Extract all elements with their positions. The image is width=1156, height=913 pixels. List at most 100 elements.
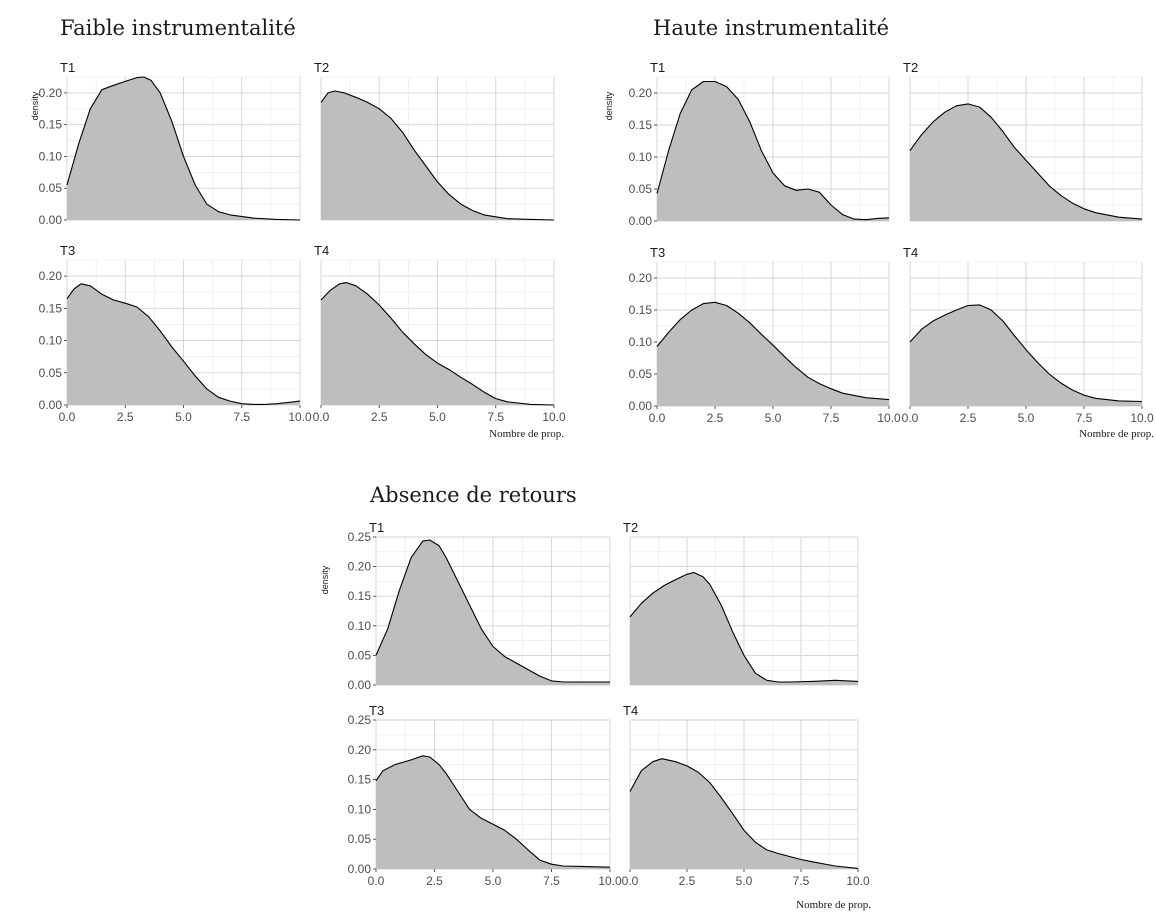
x-tick-label: 7.5 (233, 410, 250, 424)
group-title: Haute instrumentalité (653, 16, 889, 40)
y-tick-label: 0.15 (39, 118, 63, 132)
y-tick-label: 0.20 (629, 86, 653, 100)
density-line (375, 755, 611, 868)
panel-t3: T3 0.00 0.05 0.10 0.15 0.20 0.25 0.0 2.5 5.0 7.5 10… (348, 703, 622, 888)
y-tick-label: 0.20 (39, 269, 63, 283)
density-area (67, 283, 300, 405)
density-area (321, 91, 554, 220)
y-tick-label: 0.15 (629, 118, 653, 132)
panel-t3: T3 0.00 0.05 0.10 0.15 0.20 0.0 2.5 5.0 7.5 10.0 (629, 245, 901, 425)
y-tick-label: 0.20 (39, 86, 63, 100)
y-axis-label: density (604, 91, 614, 120)
density-area (321, 282, 554, 405)
x-axis-label: Nombre de prop. (489, 428, 564, 440)
group-title: Faible instrumentalité (60, 16, 296, 40)
panel-t4: T4 0.0 2.5 5.0 7.5 10.0 (313, 243, 566, 424)
y-tick-label: 0.00 (348, 862, 372, 876)
y-tick-label: 0.05 (348, 648, 372, 662)
y-tick-label: 0.05 (39, 366, 63, 380)
panel-label: T4 (903, 245, 918, 260)
density-area (630, 758, 858, 869)
density-area (67, 77, 300, 220)
x-tick-label: 7.5 (1076, 411, 1093, 425)
panel-t1: T1 0.00 0.05 0.10 0.15 0.20 0.25 (348, 520, 611, 692)
facet-group-1: Faible instrumentalité density Nombre de p… (30, 16, 566, 440)
y-tick-label: 0.00 (629, 214, 653, 228)
density-line (629, 758, 859, 869)
y-tick-label: 0.10 (39, 334, 63, 348)
y-tick-label: 0.05 (348, 832, 372, 846)
panel-label: T1 (369, 520, 384, 535)
density-line (66, 76, 301, 221)
density-line (375, 539, 610, 683)
y-tick-label: 0.05 (629, 367, 653, 381)
y-tick-label: 0.25 (348, 530, 372, 544)
y-tick-label: 0.10 (348, 802, 372, 816)
panel-label: T4 (623, 703, 638, 718)
x-tick-label: 10.0 (1130, 411, 1154, 425)
x-tick-label: 2.5 (117, 410, 134, 424)
y-tick-label: 0.00 (629, 399, 653, 413)
density-line (320, 90, 555, 221)
density-line (909, 304, 1143, 403)
density-line (629, 571, 859, 683)
panel-label: T3 (60, 243, 75, 258)
x-tick-label: 10.0 (542, 410, 566, 424)
density-area (376, 755, 610, 869)
panel-t2: T2 (314, 60, 555, 221)
x-tick-label: 0.0 (59, 410, 76, 424)
y-axis-label: density (320, 565, 330, 594)
x-axis-label: Nombre de prop. (796, 899, 871, 911)
x-tick-label: 10.0 (288, 410, 312, 424)
x-tick-label: 5.0 (736, 874, 753, 888)
panel-label: T1 (650, 60, 665, 75)
x-tick-label: 10.0 (598, 874, 622, 888)
y-tick-label: 0.05 (629, 182, 653, 196)
panel-t3: T3 0.00 0.05 0.10 0.15 0.20 0.0 2.5 5.0 7.5 10.0 (39, 243, 312, 424)
y-tick-label: 0.20 (348, 743, 372, 757)
x-tick-label: 2.5 (371, 410, 388, 424)
x-tick-label: 7.5 (793, 874, 810, 888)
x-tick-label: 5.0 (429, 410, 446, 424)
y-tick-label: 0.15 (348, 773, 372, 787)
panel-t1: T1 0.00 0.05 0.10 0.15 0.20 (629, 60, 890, 228)
panel-t4: T4 0.0 2.5 5.0 7.5 10.0 (902, 245, 1154, 425)
x-tick-label: 2.5 (426, 874, 443, 888)
facet-group-2: Haute instrumentalité density Nombre de pr… (604, 16, 1154, 440)
density-area (910, 103, 1142, 221)
y-tick-label: 0.05 (39, 181, 63, 195)
density-area (657, 81, 889, 221)
density-line (909, 103, 1143, 220)
panel-label: T3 (369, 703, 384, 718)
x-tick-label: 5.0 (765, 411, 782, 425)
panel-t2: T2 (903, 60, 1143, 222)
x-tick-label: 5.0 (485, 874, 502, 888)
panel-t2: T2 (623, 520, 859, 686)
x-tick-label: 5.0 (1018, 411, 1035, 425)
x-tick-label: 10.0 (846, 874, 870, 888)
x-tick-label: 7.5 (487, 410, 504, 424)
panel-t4: T4 0.0 2.5 5.0 7.5 10.0 (622, 703, 870, 888)
panel-t1: T1 0.00 0.05 0.10 0.15 0.20 (39, 60, 301, 227)
panel-label: T2 (314, 60, 329, 75)
density-area (630, 572, 858, 685)
panel-label: T2 (623, 520, 638, 535)
x-tick-label: 7.5 (823, 411, 840, 425)
y-tick-label: 0.00 (348, 678, 372, 692)
y-tick-label: 0.00 (39, 213, 63, 227)
y-tick-label: 0.25 (348, 713, 372, 727)
x-tick-label: 2.5 (960, 411, 977, 425)
x-tick-label: 2.5 (679, 874, 696, 888)
y-tick-label: 0.10 (629, 150, 653, 164)
x-tick-label: 0.0 (902, 411, 919, 425)
y-tick-label: 0.15 (348, 589, 372, 603)
y-axis-label: density (30, 91, 40, 120)
x-tick-label: 0.0 (368, 874, 385, 888)
y-tick-label: 0.10 (629, 335, 653, 349)
x-tick-label: 0.0 (649, 411, 666, 425)
x-tick-label: 7.5 (543, 874, 560, 888)
y-tick-label: 0.15 (39, 301, 63, 315)
panel-label: T1 (60, 60, 75, 75)
density-area (376, 540, 610, 685)
